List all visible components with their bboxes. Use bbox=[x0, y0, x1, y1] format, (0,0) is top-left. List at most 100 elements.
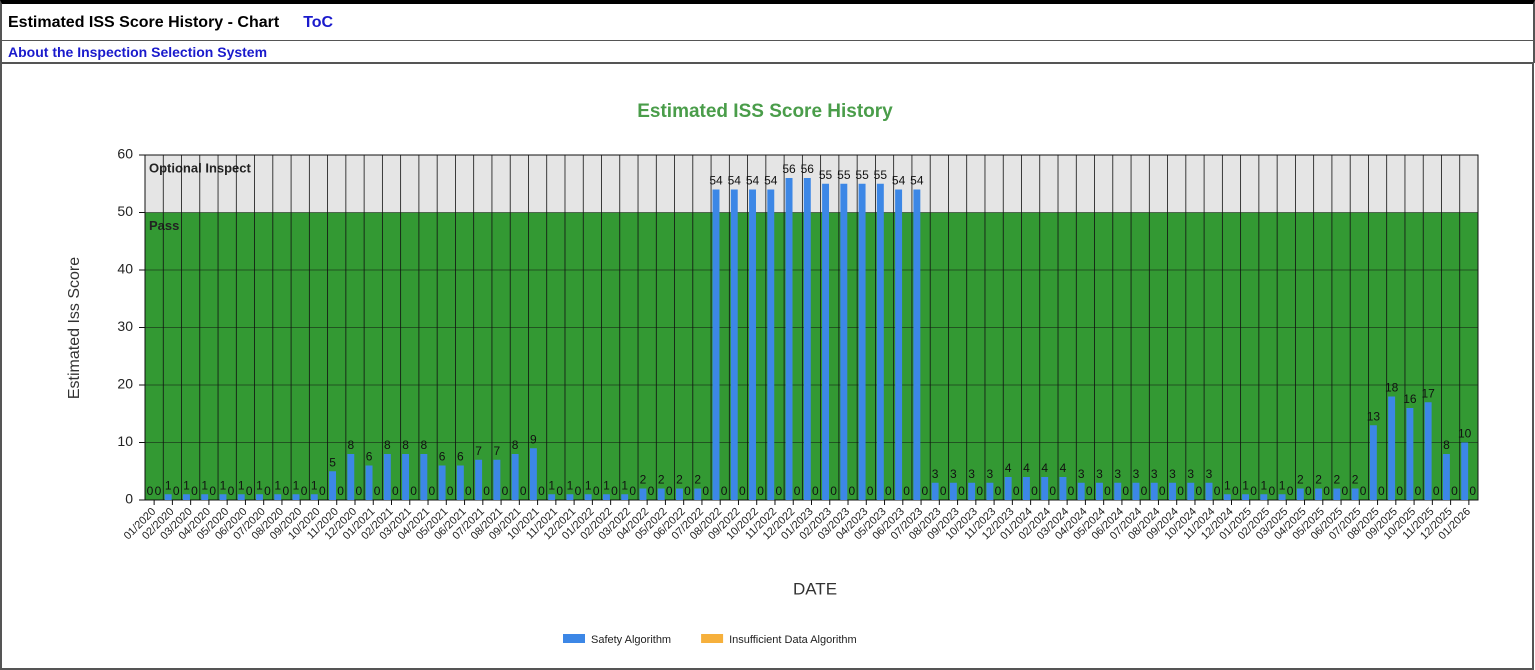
value-label: 0 bbox=[629, 484, 636, 498]
value-label: 1 bbox=[548, 478, 555, 492]
value-label: 0 bbox=[282, 484, 289, 498]
value-label: 0 bbox=[1287, 484, 1294, 498]
value-label: 1 bbox=[293, 478, 300, 492]
bar bbox=[968, 482, 976, 500]
value-label: 1 bbox=[1224, 478, 1231, 492]
bar bbox=[876, 183, 884, 500]
y-tick-label: 40 bbox=[117, 261, 133, 277]
bar bbox=[1315, 488, 1323, 500]
bar bbox=[456, 465, 464, 500]
bar bbox=[274, 494, 282, 500]
bar bbox=[182, 494, 190, 500]
about-link[interactable]: About the Inspection Selection System bbox=[8, 44, 268, 60]
value-label: 3 bbox=[950, 467, 957, 481]
page-title: Estimated ISS Score History - Chart bbox=[8, 14, 280, 31]
value-label: 0 bbox=[593, 484, 600, 498]
value-label: 0 bbox=[556, 484, 563, 498]
chart-frame bbox=[0, 63, 1534, 670]
bar bbox=[621, 494, 629, 500]
bar bbox=[584, 494, 592, 500]
bar bbox=[1205, 482, 1213, 500]
value-label: 1 bbox=[585, 478, 592, 492]
value-label: 6 bbox=[457, 450, 464, 464]
value-label: 2 bbox=[1315, 473, 1322, 487]
bar bbox=[1388, 396, 1396, 500]
value-label: 3 bbox=[968, 467, 975, 481]
value-label: 1 bbox=[256, 478, 263, 492]
bar bbox=[657, 488, 665, 500]
bar bbox=[931, 482, 939, 500]
band bbox=[145, 212, 1478, 500]
value-label: 0 bbox=[1415, 484, 1422, 498]
value-label: 56 bbox=[782, 162, 796, 176]
y-tick-label: 30 bbox=[117, 318, 133, 334]
bar bbox=[347, 454, 355, 500]
value-label: 0 bbox=[757, 484, 764, 498]
value-label: 0 bbox=[1323, 484, 1330, 498]
value-label: 0 bbox=[702, 484, 709, 498]
value-label: 0 bbox=[264, 484, 271, 498]
value-label: 9 bbox=[530, 432, 537, 446]
value-label: 1 bbox=[311, 478, 318, 492]
value-label: 1 bbox=[1242, 478, 1249, 492]
bar bbox=[749, 189, 756, 500]
value-label: 7 bbox=[494, 444, 501, 458]
bar bbox=[420, 454, 428, 500]
value-label: 3 bbox=[1206, 467, 1213, 481]
value-label: 0 bbox=[1122, 484, 1129, 498]
bar bbox=[548, 494, 556, 500]
bar bbox=[639, 488, 647, 500]
bar bbox=[365, 465, 373, 500]
value-label: 0 bbox=[1232, 484, 1239, 498]
bar bbox=[511, 454, 519, 500]
band-label: Pass bbox=[149, 218, 179, 233]
bar bbox=[840, 183, 848, 500]
bar bbox=[1132, 482, 1140, 500]
bar bbox=[1114, 482, 1122, 500]
value-label: 8 bbox=[384, 438, 391, 452]
value-label: 1 bbox=[165, 478, 172, 492]
value-label: 0 bbox=[301, 484, 308, 498]
value-label: 8 bbox=[402, 438, 409, 452]
value-label: 0 bbox=[775, 484, 782, 498]
value-label: 0 bbox=[155, 484, 162, 498]
value-label: 1 bbox=[201, 478, 208, 492]
value-label: 8 bbox=[512, 438, 519, 452]
bar bbox=[1077, 482, 1085, 500]
legend-label: Insufficient Data Algorithm bbox=[729, 634, 857, 646]
toc-link[interactable]: ToC bbox=[303, 14, 334, 31]
bar bbox=[895, 189, 903, 500]
value-label: 55 bbox=[855, 168, 869, 182]
value-label: 55 bbox=[874, 168, 888, 182]
bar bbox=[310, 494, 318, 500]
value-label: 0 bbox=[684, 484, 691, 498]
value-label: 16 bbox=[1403, 392, 1417, 406]
value-label: 8 bbox=[347, 438, 354, 452]
bar bbox=[1022, 477, 1030, 500]
bar bbox=[438, 465, 446, 500]
bar bbox=[566, 494, 574, 500]
bar bbox=[1041, 477, 1049, 500]
value-label: 0 bbox=[903, 484, 910, 498]
value-label: 0 bbox=[246, 484, 253, 498]
bar bbox=[493, 459, 501, 500]
value-label: 2 bbox=[1352, 473, 1359, 487]
bar bbox=[256, 494, 263, 500]
value-label: 0 bbox=[1396, 484, 1403, 498]
value-label: 0 bbox=[1013, 484, 1020, 498]
value-label: 0 bbox=[147, 484, 154, 498]
y-tick-label: 60 bbox=[117, 146, 133, 162]
value-label: 6 bbox=[439, 450, 446, 464]
bar bbox=[529, 448, 537, 500]
bar bbox=[219, 494, 227, 500]
value-label: 0 bbox=[1049, 484, 1056, 498]
value-label: 0 bbox=[922, 484, 929, 498]
value-label: 3 bbox=[932, 467, 939, 481]
value-label: 0 bbox=[1086, 484, 1093, 498]
value-label: 0 bbox=[1141, 484, 1148, 498]
bar bbox=[1442, 454, 1450, 500]
bar bbox=[1223, 494, 1231, 500]
bar bbox=[292, 494, 300, 500]
value-label: 0 bbox=[209, 484, 216, 498]
value-label: 2 bbox=[676, 473, 683, 487]
